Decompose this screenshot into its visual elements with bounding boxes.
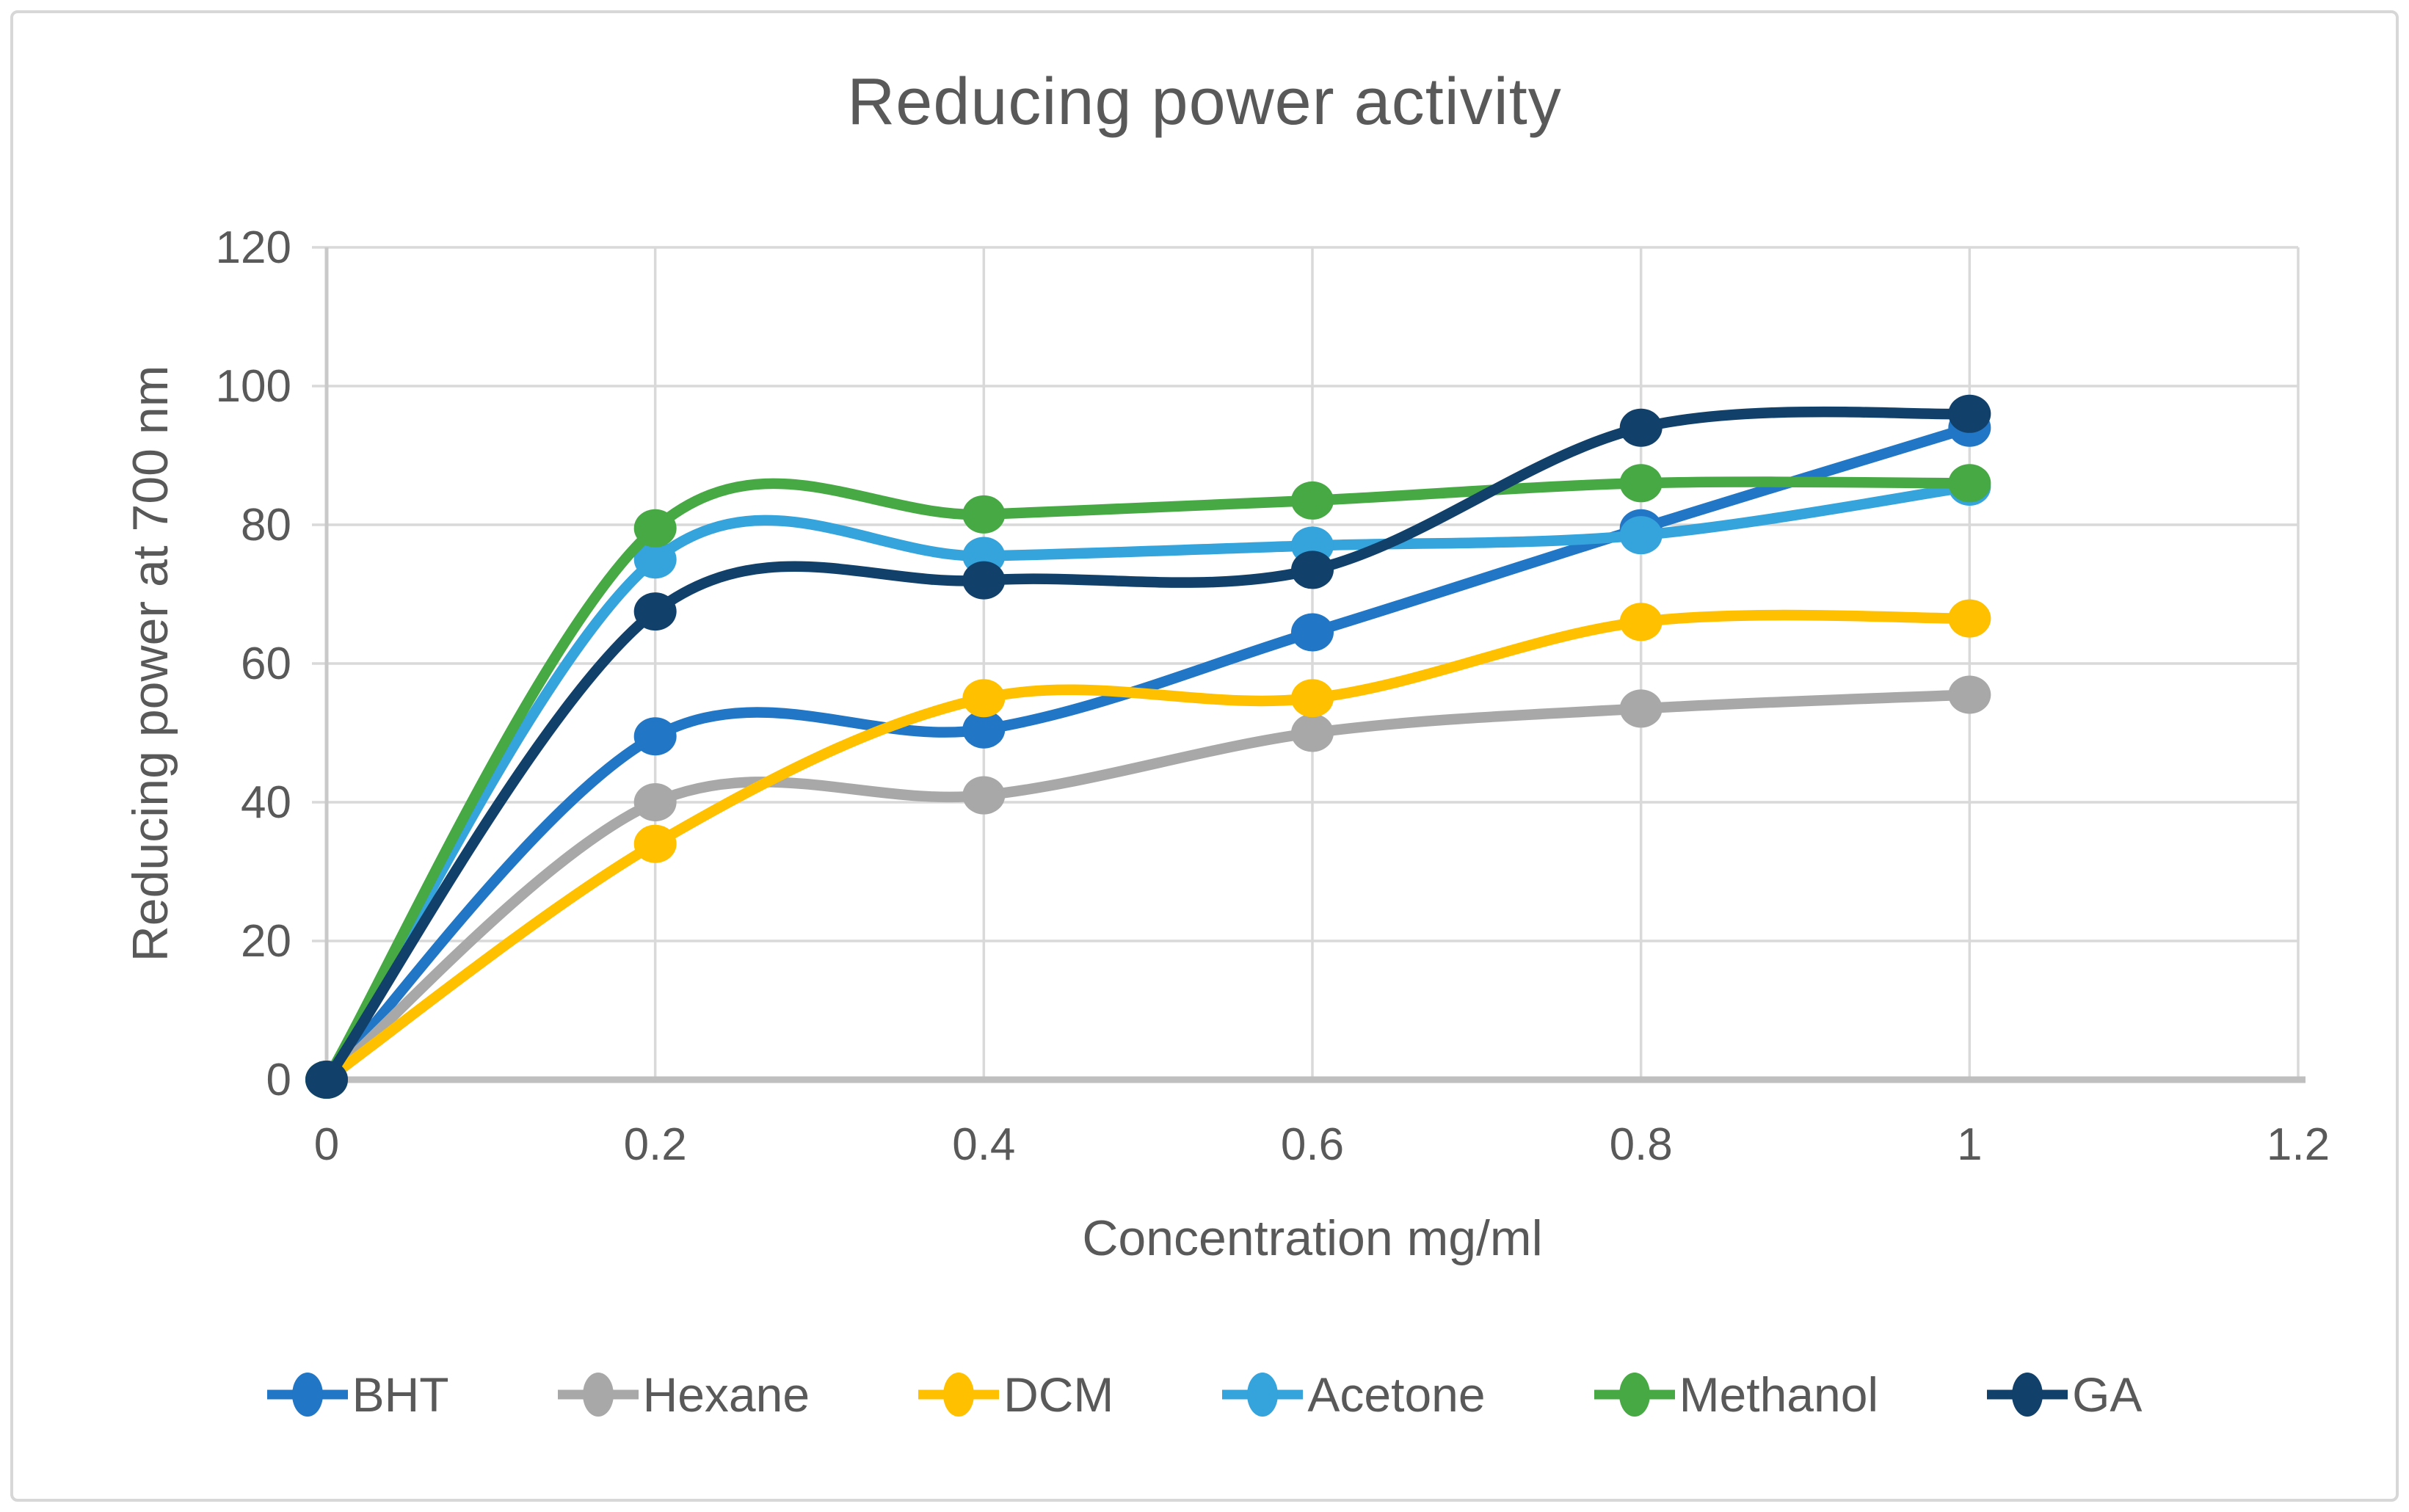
legend-item-hexane: Hexane xyxy=(557,1359,810,1430)
marker-ga-0 xyxy=(305,1061,348,1099)
legend-item-dcm: DCM xyxy=(918,1359,1113,1430)
x-tick-label: 0 xyxy=(314,1119,339,1170)
y-tick-label: 60 xyxy=(241,639,291,689)
legend-marker-ga xyxy=(1987,1373,2068,1417)
marker-dcm-0.2 xyxy=(633,824,677,863)
y-tick-label: 80 xyxy=(241,500,291,550)
marker-hexane-0.6 xyxy=(1291,713,1334,752)
marker-dcm-0.6 xyxy=(1291,679,1334,718)
legend-marker-dcm xyxy=(918,1373,1000,1417)
marker-methanol-0.4 xyxy=(962,495,1006,534)
x-tick-label: 0.2 xyxy=(624,1119,687,1170)
y-tick-label: 100 xyxy=(216,361,291,412)
marker-bht-0.2 xyxy=(633,717,677,756)
legend-marker-methanol xyxy=(1594,1373,1675,1417)
series-line-dcm xyxy=(321,609,1975,1086)
x-tick-label: 0.6 xyxy=(1281,1119,1344,1170)
legend-item-acetone: Acetone xyxy=(1222,1359,1486,1430)
marker-hexane-0.4 xyxy=(962,776,1006,815)
marker-hexane-0.2 xyxy=(633,783,677,821)
marker-dcm-1 xyxy=(1948,599,1991,638)
legend-item-ga: GA xyxy=(1987,1359,2142,1430)
legend-marker-acetone xyxy=(1222,1373,1304,1417)
marker-methanol-1 xyxy=(1948,464,1991,503)
series-line-methanol xyxy=(321,476,1975,1086)
legend-label: Hexane xyxy=(642,1367,810,1422)
marker-acetone-0.8 xyxy=(1619,516,1663,555)
marker-methanol-0.8 xyxy=(1619,464,1663,503)
y-axis-title: Reducing power at 700 nm xyxy=(123,365,178,962)
series-line-bht xyxy=(321,422,1975,1086)
legend-label: GA xyxy=(2072,1367,2143,1422)
marker-ga-0.6 xyxy=(1291,550,1334,589)
legend-label: Acetone xyxy=(1307,1367,1486,1422)
marker-hexane-1 xyxy=(1948,675,1991,714)
marker-ga-0.8 xyxy=(1619,408,1663,447)
y-tick-label: 40 xyxy=(241,777,291,828)
series-line-ga xyxy=(321,406,1975,1086)
series-line-acetone xyxy=(321,481,1975,1086)
legend-label: BHT xyxy=(352,1367,449,1422)
x-axis-title: Concentration mg/ml xyxy=(1082,1210,1543,1266)
marker-ga-1 xyxy=(1948,394,1991,433)
x-tick-label: 1 xyxy=(1957,1119,1982,1170)
y-tick-label: 120 xyxy=(216,222,291,273)
marker-acetone-0.2 xyxy=(633,540,677,579)
marker-bht-0.6 xyxy=(1291,613,1334,652)
marker-methanol-0.2 xyxy=(633,509,677,548)
y-tick-label: 20 xyxy=(241,916,291,967)
marker-bht-0.4 xyxy=(962,710,1006,749)
marker-ga-0.2 xyxy=(633,592,677,631)
legend-item-methanol: Methanol xyxy=(1594,1359,1879,1430)
x-tick-label: 0.4 xyxy=(952,1119,1015,1170)
legend-marker-bht xyxy=(266,1373,348,1417)
marker-dcm-0.4 xyxy=(962,679,1006,718)
legend: BHT Hexane DCM Acetone Methanol GA xyxy=(0,1359,2409,1430)
series-line-hexane xyxy=(321,689,1975,1086)
x-tick-label: 1.2 xyxy=(2267,1119,2330,1170)
y-tick-label: 0 xyxy=(266,1055,291,1105)
marker-dcm-0.8 xyxy=(1619,603,1663,641)
legend-item-bht: BHT xyxy=(266,1359,449,1430)
marker-methanol-0.6 xyxy=(1291,481,1334,520)
chart-title: Reducing power activity xyxy=(847,65,1562,139)
legend-label: DCM xyxy=(1003,1367,1114,1422)
legend-marker-hexane xyxy=(557,1373,639,1417)
x-tick-label: 0.8 xyxy=(1610,1119,1673,1170)
marker-ga-0.4 xyxy=(962,561,1006,600)
marker-hexane-0.8 xyxy=(1619,689,1663,728)
legend-label: Methanol xyxy=(1679,1367,1879,1422)
